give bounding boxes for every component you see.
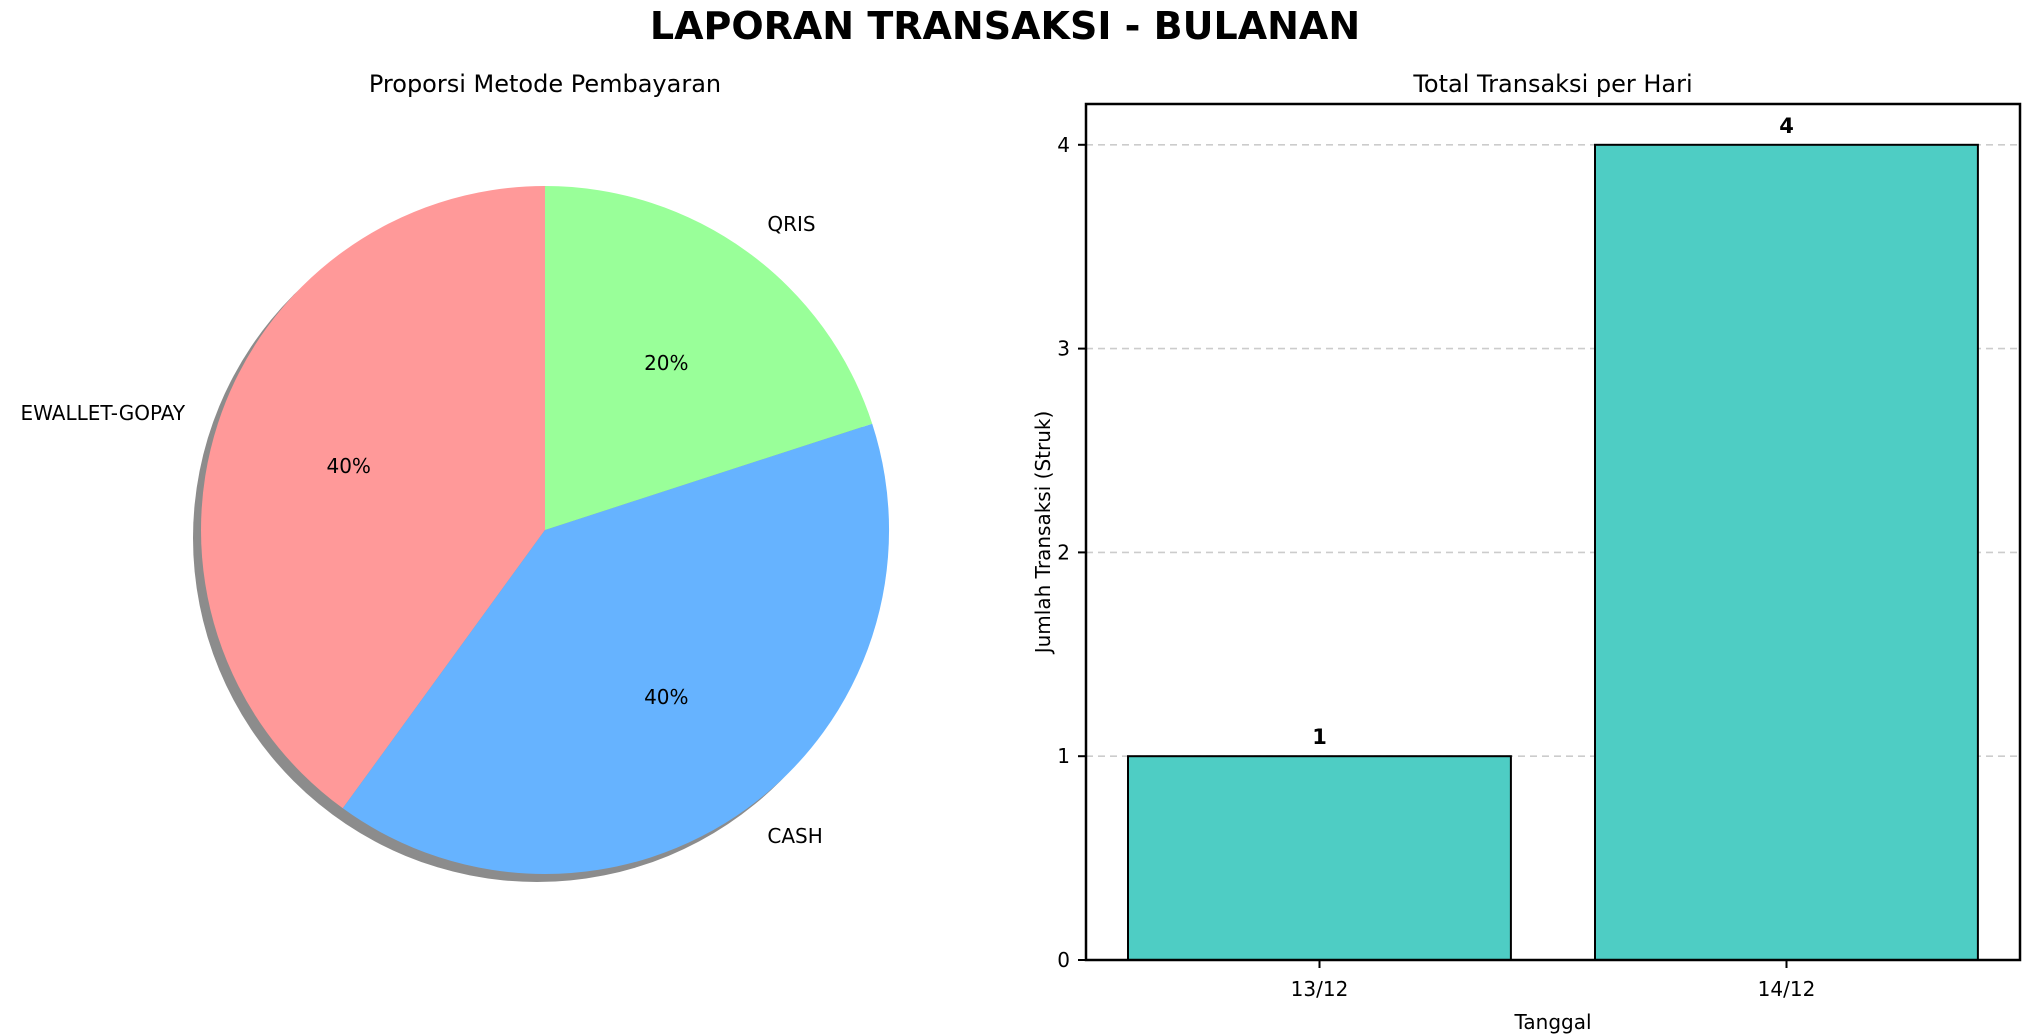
pie-pct-label-qris: 20%	[644, 351, 688, 375]
x-tick-label-13-12: 13/12	[1291, 977, 1349, 1001]
pie-chart-title: Proporsi Metode Pembayaran	[368, 70, 722, 98]
pie-slice-label-qris: QRIS	[767, 212, 815, 236]
bar-13-12	[1127, 755, 1512, 962]
x-tick-label-14-12: 14/12	[1758, 977, 1816, 1001]
y-tick-label-3: 3	[1057, 337, 1070, 361]
y-tick-label-2: 2	[1057, 540, 1070, 564]
y-tick-label-4: 4	[1057, 133, 1070, 157]
pie-pct-label-ewallet-gopay: 40%	[326, 454, 370, 478]
pie-slice-label-ewallet-gopay: EWALLET-GOPAY	[20, 401, 185, 425]
axes-frame	[1084, 102, 2022, 962]
bar-yaxis-label: Jumlah Transaksi (Struk)	[1031, 410, 1055, 654]
bar-chart-title: Total Transaksi per Hari	[1413, 70, 1693, 98]
pie-pct-label-cash: 40%	[644, 685, 688, 709]
y-tick-label-0: 0	[1057, 948, 1070, 972]
y-tick-label-1: 1	[1057, 744, 1070, 768]
pie-slice-label-cash: CASH	[767, 824, 822, 848]
bar-xaxis-label: Tanggal	[1514, 1010, 1592, 1034]
bar-14-12	[1594, 143, 1979, 962]
pie-slice-cash	[342, 423, 890, 875]
bar-value-label-14-12: 4	[1779, 114, 1794, 138]
pie-slice-qris	[545, 186, 873, 530]
pie-slice-ewallet-gopay	[201, 186, 545, 809]
bar-value-label-13-12: 1	[1312, 725, 1327, 749]
figure-suptitle: LAPORAN TRANSAKSI - BULANAN	[649, 4, 1361, 48]
